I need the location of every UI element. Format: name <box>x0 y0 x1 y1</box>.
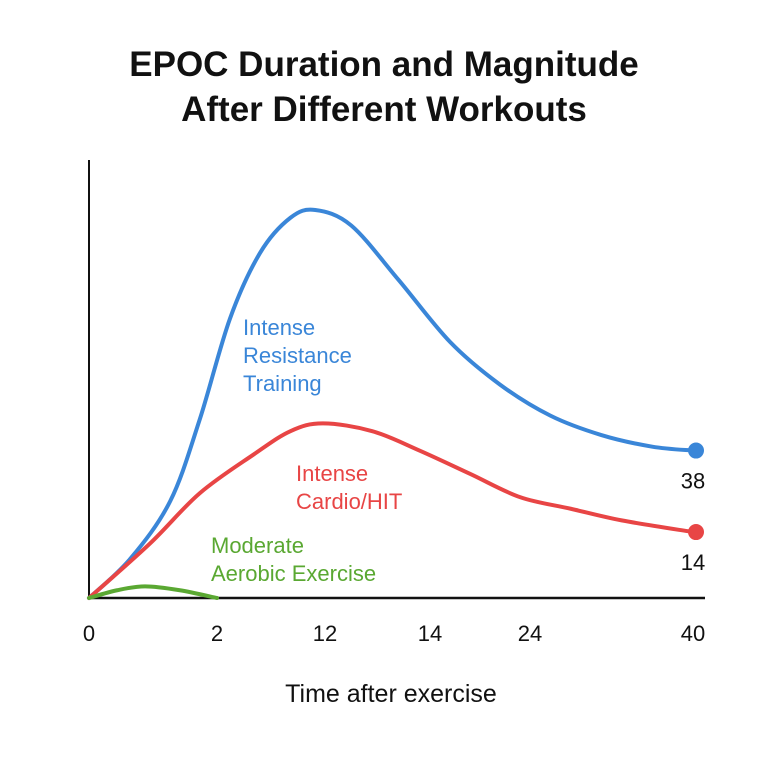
x-tick-label: 24 <box>518 621 542 646</box>
label-line: Moderate <box>211 533 304 558</box>
end-value-label: 14 <box>681 550 705 575</box>
series-line <box>87 207 695 600</box>
x-tick-label: 12 <box>313 621 337 646</box>
series-label-cardio: Intense Cardio/HIT <box>296 460 402 516</box>
label-line: Resistance <box>243 343 352 368</box>
chart-title-line-2: After Different Workouts <box>181 90 587 129</box>
label-line: Cardio/HIT <box>296 489 403 514</box>
end-point-marker <box>688 524 704 541</box>
series-label-resistance: Intense Resistance Training <box>243 314 352 398</box>
end-point-marker <box>688 442 704 459</box>
end-value-label: 38 <box>681 469 705 494</box>
label-line: Aerobic Exercise <box>211 561 377 586</box>
series-line <box>87 421 695 600</box>
x-tick-label: 14 <box>418 621 442 646</box>
label-line: Intense <box>243 315 316 340</box>
series-line <box>87 584 219 600</box>
x-tick-label: 40 <box>681 621 705 646</box>
label-line: Intense <box>296 461 369 486</box>
series-label-aerobic: Moderate Aerobic Exercise <box>211 532 376 588</box>
x-axis-label: Time after exercise <box>285 680 497 708</box>
x-tick-label: 2 <box>211 621 223 646</box>
chart-title-line-1: EPOC Duration and Magnitude <box>129 45 639 84</box>
label-line: Training <box>243 371 322 396</box>
x-tick-label: 0 <box>83 621 95 646</box>
